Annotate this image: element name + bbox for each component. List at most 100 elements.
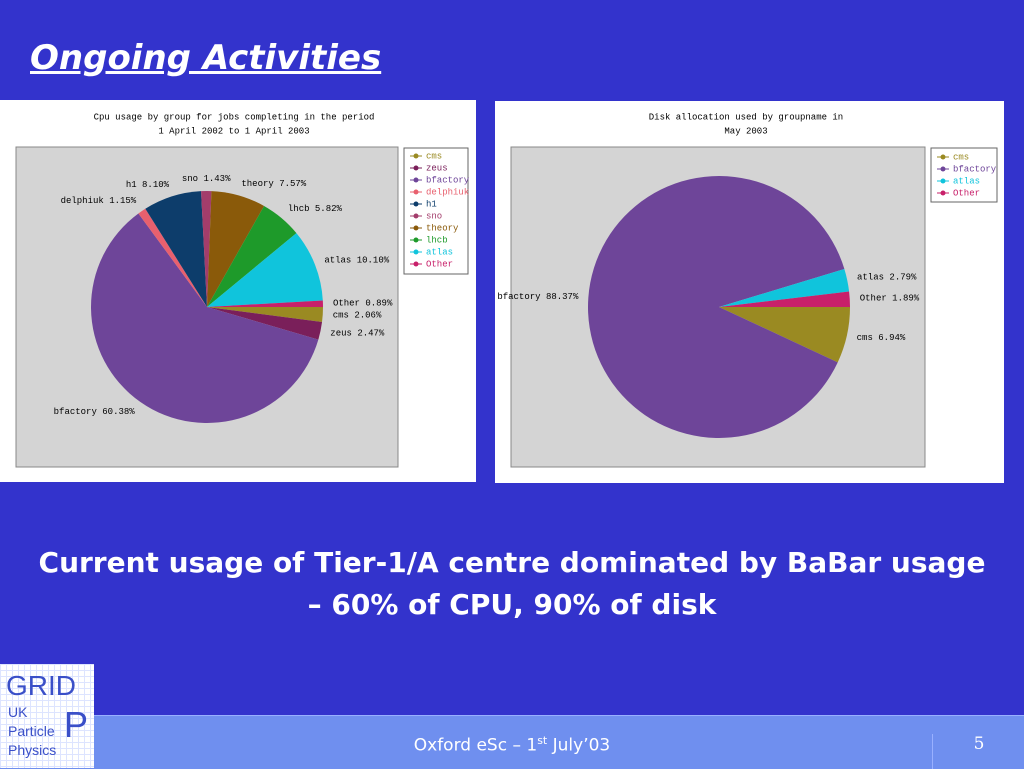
- legend-marker: [940, 178, 946, 184]
- slice-label: cms 2.06%: [333, 311, 382, 321]
- legend-marker: [940, 190, 946, 196]
- footer: Oxford eSc – 1st July’03 5: [0, 715, 1024, 769]
- slice-label: cms 6.94%: [857, 333, 906, 343]
- logo: GRID UK Particle Physics P: [0, 664, 94, 768]
- pie-slice: [207, 307, 323, 340]
- slice-label-name: delphiuk: [61, 196, 104, 206]
- slice-label-value: 6.94%: [878, 333, 906, 343]
- slice-label-name: atlas: [324, 256, 351, 266]
- pie-slice: [207, 233, 323, 307]
- slice-label-value: 88.37%: [546, 292, 579, 302]
- slice-label: lhcb 5.82%: [288, 204, 343, 214]
- legend-label: Other: [953, 188, 980, 198]
- chart-title: Disk allocation used by groupname in: [649, 112, 843, 122]
- slice-label-name: h1: [126, 180, 137, 190]
- slice-label-value: 1.15%: [109, 196, 137, 206]
- pie-slice: [145, 191, 207, 307]
- slice-label: Other 0.89%: [333, 299, 393, 309]
- pie-slice: [207, 206, 297, 307]
- slice-label-name: atlas: [857, 273, 884, 283]
- legend-label: cms: [426, 151, 442, 161]
- slice-label-name: bfactory: [54, 407, 98, 417]
- slice-label-name: sno: [182, 174, 198, 184]
- legend-label: delphiuk: [426, 187, 469, 197]
- legend-marker: [413, 201, 419, 207]
- footer-superscript: st: [537, 734, 548, 747]
- legend-marker: [413, 213, 419, 219]
- footer-text-part: July’03: [547, 735, 611, 756]
- footer-text: Oxford eSc – 1st July’03: [300, 734, 724, 756]
- slice-label: sno 1.43%: [182, 174, 231, 184]
- legend-label: Other: [426, 259, 453, 269]
- legend-marker: [413, 153, 419, 159]
- slice-label: Other 1.89%: [860, 294, 920, 304]
- body-text: Current usage of Tier-1/A centre dominat…: [38, 546, 986, 621]
- slice-label-name: zeus: [330, 329, 352, 339]
- legend-marker: [413, 249, 419, 255]
- slice-label-value: 2.06%: [354, 311, 382, 321]
- slice-label-name: lhcb: [288, 204, 310, 214]
- slice-label-name: bfactory: [497, 292, 541, 302]
- legend-marker: [413, 261, 419, 267]
- slice-label-value: 2.79%: [889, 273, 917, 283]
- slice-label: atlas 2.79%: [857, 273, 917, 283]
- pie-slice: [719, 307, 850, 363]
- legend-marker: [413, 189, 419, 195]
- slice-label-value: 5.82%: [315, 204, 343, 214]
- slice-label: zeus 2.47%: [330, 329, 385, 339]
- legend-marker: [413, 165, 419, 171]
- legend-label: theory: [426, 223, 459, 233]
- slice-label-name: Other: [860, 294, 887, 304]
- chart-title: Cpu usage by group for jobs completing i…: [94, 112, 375, 122]
- page-number: 5: [932, 734, 1024, 769]
- legend-marker: [940, 154, 946, 160]
- slice-label-name: cms: [857, 333, 873, 343]
- slice-label-value: 1.89%: [892, 294, 920, 304]
- logo-text: Particle: [8, 723, 55, 739]
- legend-marker: [413, 237, 419, 243]
- slice-label-name: cms: [333, 311, 349, 321]
- slice-label-value: 2.47%: [357, 329, 385, 339]
- legend-marker: [413, 177, 419, 183]
- pie-slice: [207, 307, 323, 322]
- legend-label: sno: [426, 211, 442, 221]
- charts: Cpu usage by group for jobs completing i…: [0, 100, 1004, 483]
- legend-label: cms: [953, 152, 969, 162]
- chart-title: 1 April 2002 to 1 April 2003: [158, 126, 309, 136]
- legend-label: atlas: [953, 176, 980, 186]
- slice-label-value: 7.57%: [279, 179, 307, 189]
- slide-title: Ongoing Activities: [30, 38, 382, 78]
- legend-marker: [413, 225, 419, 231]
- pie-slice: [207, 191, 265, 307]
- footer-text-part: Oxford eSc – 1: [413, 735, 538, 756]
- legend-label: bfactory: [953, 164, 997, 174]
- slice-label-value: 1.43%: [203, 174, 231, 184]
- slice-label-value: 0.89%: [365, 299, 393, 309]
- slice-label-name: Other: [333, 299, 360, 309]
- pie-slice: [207, 300, 323, 307]
- pie-slice: [719, 291, 850, 307]
- slice-label-value: 8.10%: [142, 180, 170, 190]
- logo-text: Physics: [8, 742, 57, 758]
- slice-label-value: 10.10%: [357, 256, 390, 266]
- pie-slice: [138, 208, 207, 307]
- logo-text: GRID: [6, 670, 76, 701]
- slice-label-value: 60.38%: [102, 407, 135, 417]
- legend-marker: [940, 166, 946, 172]
- slice-label: bfactory 88.37%: [497, 292, 579, 302]
- legend-label: zeus: [426, 163, 448, 173]
- legend-label: atlas: [426, 247, 453, 257]
- logo-text: P: [64, 704, 89, 745]
- legend-label: bfactory: [426, 175, 470, 185]
- pie-slice: [719, 269, 850, 307]
- slice-label-name: theory: [241, 179, 274, 189]
- slice-label: atlas 10.10%: [324, 256, 389, 266]
- pie-slice: [201, 191, 212, 307]
- legend-label: h1: [426, 199, 437, 209]
- pie-slice: [90, 213, 319, 423]
- slice-label: bfactory 60.38%: [54, 407, 136, 417]
- slice-label: theory 7.57%: [241, 179, 306, 189]
- pie-slice: [588, 176, 845, 439]
- slice-label: delphiuk 1.15%: [61, 196, 137, 206]
